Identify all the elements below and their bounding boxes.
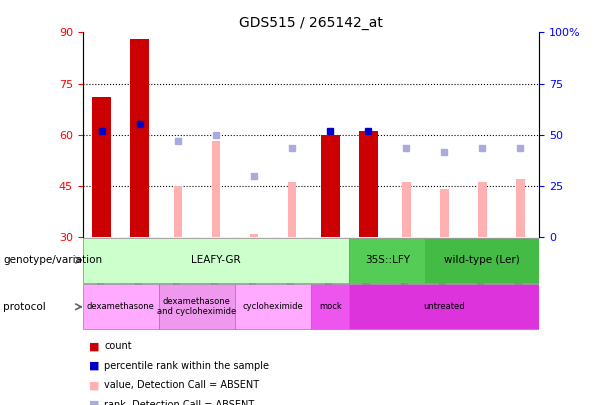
Text: dexamethasone
and cycloheximide: dexamethasone and cycloheximide [158,297,237,316]
Bar [197,237,235,284]
Bar [402,182,411,237]
Bar [287,182,296,237]
Bar [159,237,197,284]
Text: ■: ■ [89,380,99,390]
Text: ■: ■ [89,341,99,351]
Bar [83,284,159,329]
Text: ■: ■ [89,361,99,371]
Text: genotype/variation: genotype/variation [3,255,102,265]
Text: wild-type (Ler): wild-type (Ler) [444,255,520,265]
Bar [311,237,349,284]
Bar [235,237,273,284]
Bar [440,189,449,237]
Bar [425,238,539,283]
Bar [131,39,150,237]
Bar [93,97,112,237]
Title: GDS515 / 265142_at: GDS515 / 265142_at [239,16,383,30]
Text: dexamethasone: dexamethasone [87,302,154,311]
Text: untreated: untreated [424,302,465,311]
Bar [321,134,340,237]
Bar [501,237,539,284]
Bar [463,237,501,284]
Bar [83,237,121,284]
Text: cycloheximide: cycloheximide [243,302,303,311]
Bar [349,238,425,283]
Text: 35S::LFY: 35S::LFY [365,255,409,265]
Bar [359,131,378,237]
Text: protocol: protocol [3,302,46,312]
Bar [349,284,539,329]
Bar [249,234,258,237]
Text: ■: ■ [89,400,99,405]
Bar [273,237,311,284]
Bar [83,238,349,283]
Bar [311,284,349,329]
Text: mock: mock [319,302,341,311]
Text: count: count [104,341,132,351]
Text: LEAFY-GR: LEAFY-GR [191,255,241,265]
Text: value, Detection Call = ABSENT: value, Detection Call = ABSENT [104,380,259,390]
Bar [173,186,182,237]
Bar [211,141,220,237]
Bar [478,182,487,237]
Bar [235,284,311,329]
Bar [425,237,463,284]
Bar [121,237,159,284]
Bar [387,237,425,284]
Text: rank, Detection Call = ABSENT: rank, Detection Call = ABSENT [104,400,254,405]
Text: percentile rank within the sample: percentile rank within the sample [104,361,269,371]
Bar [159,284,235,329]
Bar [516,179,525,237]
Bar [349,237,387,284]
